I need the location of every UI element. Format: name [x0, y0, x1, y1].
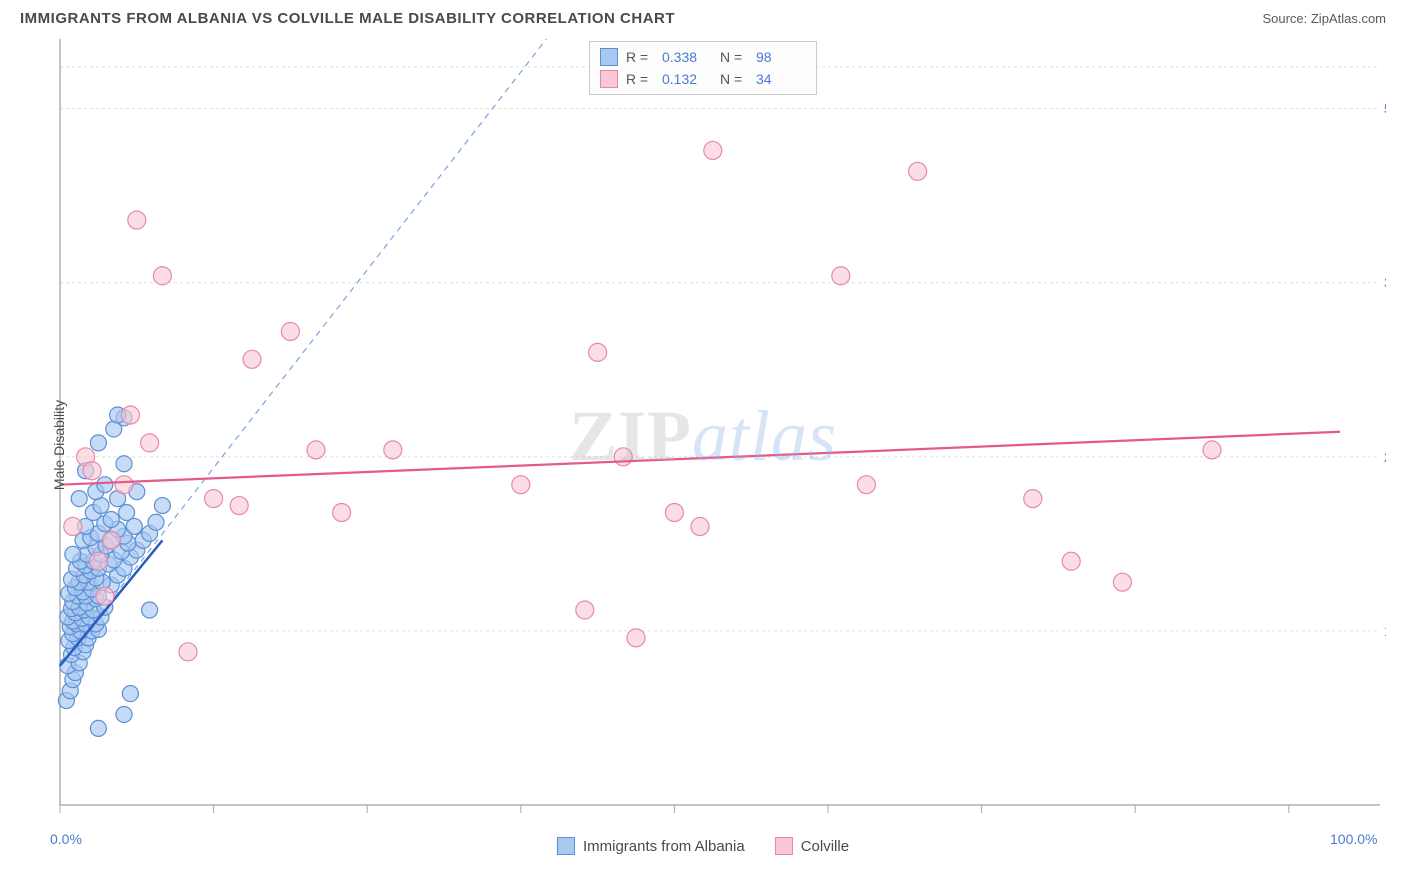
x-axis-max-label: 100.0% — [1330, 831, 1377, 847]
scatter-chart: 12.5% 25.0% 37.5% 50.0% — [20, 35, 1386, 855]
chart-title: IMMIGRANTS FROM ALBANIA VS COLVILLE MALE… — [20, 10, 675, 27]
legend-item-albania: Immigrants from Albania — [557, 837, 745, 855]
legend-item-colville: Colville — [775, 837, 849, 855]
svg-text:25.0%: 25.0% — [1384, 449, 1386, 465]
y-axis-label: Male Disability — [51, 400, 67, 490]
series-legend: Immigrants from Albania Colville — [557, 837, 849, 855]
legend-row-series-1: R = 0.338 N = 98 — [600, 46, 806, 68]
legend-row-series-2: R = 0.132 N = 34 — [600, 68, 806, 90]
x-axis-min-label: 0.0% — [50, 831, 82, 847]
chart-container: Male Disability 12.5%25.0%37.5%50.0% ZIP… — [20, 35, 1386, 855]
correlation-legend: R = 0.338 N = 98 R = 0.132 N = 34 — [589, 41, 817, 95]
svg-text:50.0%: 50.0% — [1384, 101, 1386, 117]
svg-text:12.5%: 12.5% — [1384, 623, 1386, 639]
source-attribution: Source: ZipAtlas.com — [1262, 11, 1386, 26]
svg-text:37.5%: 37.5% — [1384, 275, 1386, 291]
